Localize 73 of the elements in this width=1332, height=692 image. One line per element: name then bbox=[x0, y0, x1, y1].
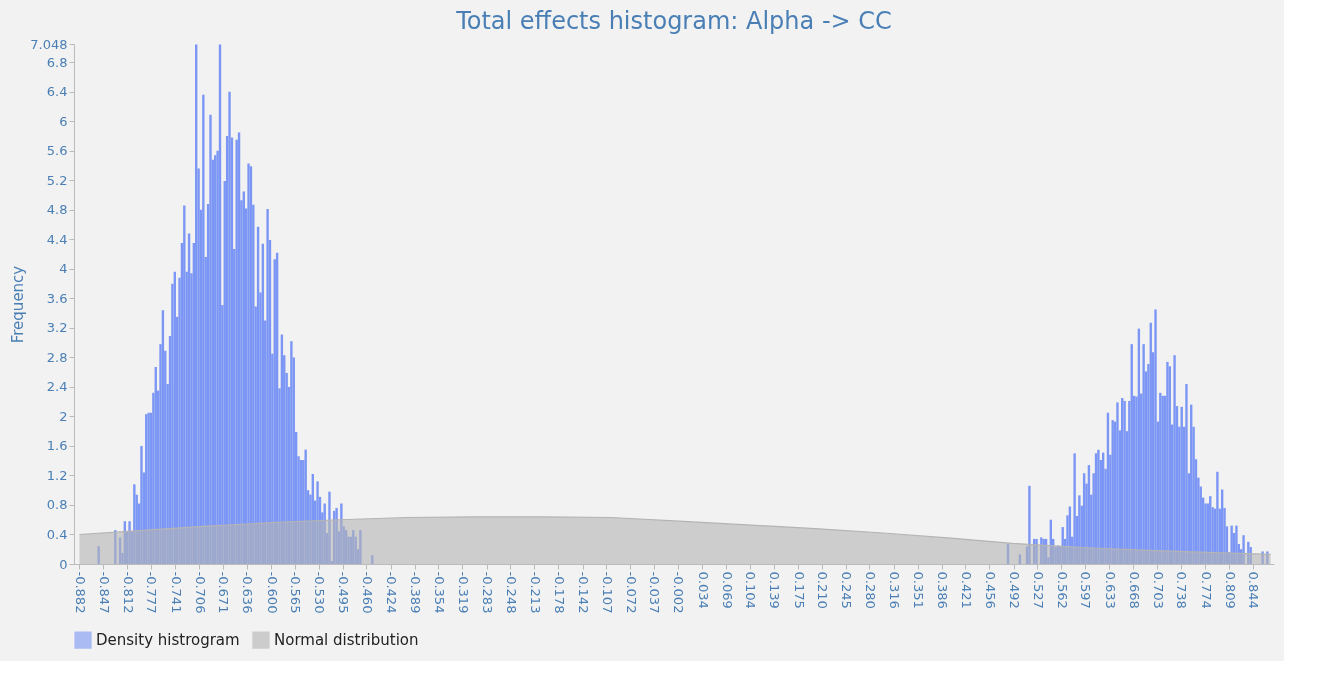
x-tick-label: 0.386 bbox=[935, 571, 951, 609]
y-tick-label: 3.2 bbox=[46, 320, 68, 336]
y-tick-label: 2.8 bbox=[46, 349, 68, 365]
x-tick-label: -0.037 bbox=[647, 571, 663, 614]
x-tick-label: -0.495 bbox=[336, 571, 352, 614]
y-tick-label: 5.6 bbox=[46, 143, 68, 159]
y-axis-title: Frequency bbox=[9, 265, 28, 344]
x-tick-label: -0.283 bbox=[480, 571, 496, 614]
y-tick-label: 0 bbox=[59, 556, 68, 572]
x-tick-label: 0.421 bbox=[958, 571, 974, 609]
x-tick-label: -0.636 bbox=[240, 571, 256, 614]
x-tick-label: -0.248 bbox=[503, 571, 519, 614]
y-tick-label: 2 bbox=[59, 408, 68, 424]
x-tick-label: -0.812 bbox=[120, 571, 136, 614]
x-tick-label: -0.460 bbox=[359, 571, 375, 614]
x-tick-label: -0.002 bbox=[671, 571, 687, 614]
y-tick-label: 3.6 bbox=[46, 290, 68, 306]
x-tick-label: 0.069 bbox=[719, 571, 735, 609]
x-tick-label: 0.809 bbox=[1222, 571, 1238, 609]
x-tick-label: -0.178 bbox=[551, 571, 567, 614]
x-tick-label: -0.424 bbox=[384, 571, 400, 614]
x-tick-label: -0.671 bbox=[216, 571, 232, 614]
x-tick-label: 0.175 bbox=[791, 571, 807, 609]
y-tick-label: 1.6 bbox=[46, 438, 68, 454]
y-tick-label: 4 bbox=[59, 261, 68, 277]
x-tick-label: -0.389 bbox=[408, 571, 424, 614]
chart-title: Total effects histogram: Alpha -> CC bbox=[455, 7, 892, 35]
x-tick-label: 0.492 bbox=[1007, 571, 1023, 609]
x-tick-label: -0.741 bbox=[168, 571, 184, 614]
x-tick-label: -0.565 bbox=[288, 571, 304, 614]
y-tick-label: 0.4 bbox=[46, 526, 68, 542]
x-tick-label: 0.104 bbox=[743, 571, 759, 609]
x-tick-label: -0.072 bbox=[623, 571, 639, 614]
y-tick-label: 6 bbox=[59, 113, 68, 129]
x-tick-label: 0.633 bbox=[1102, 571, 1118, 609]
x-tick-label: -0.706 bbox=[192, 571, 208, 614]
x-tick-label: 0.245 bbox=[839, 571, 855, 609]
x-tick-label: -0.600 bbox=[264, 571, 280, 614]
x-tick-label: 0.210 bbox=[815, 571, 831, 609]
x-tick-label: 0.139 bbox=[767, 571, 783, 609]
y-tick-label: 6.8 bbox=[46, 54, 68, 70]
x-tick-label: 0.597 bbox=[1078, 571, 1094, 609]
y-tick-label: 7.048 bbox=[30, 36, 68, 52]
y-tick-label: 6.4 bbox=[46, 84, 68, 100]
x-tick-label: -0.213 bbox=[527, 571, 543, 614]
x-tick-label: 0.351 bbox=[911, 571, 927, 609]
y-tick-label: 1.2 bbox=[46, 467, 68, 483]
x-tick-label: 0.844 bbox=[1246, 571, 1262, 609]
x-tick-label: -0.107 bbox=[599, 571, 615, 614]
y-tick-label: 4.8 bbox=[46, 202, 68, 218]
y-tick-label: 2.4 bbox=[46, 379, 68, 395]
x-tick-label: -0.319 bbox=[455, 571, 471, 614]
x-tick-label: 0.774 bbox=[1198, 571, 1214, 609]
x-tick-label: 0.562 bbox=[1054, 571, 1070, 609]
x-tick-label: -0.142 bbox=[576, 571, 592, 614]
y-tick-label: 4.4 bbox=[46, 231, 68, 247]
x-tick-label: 0.456 bbox=[982, 571, 998, 609]
x-tick-label: 0.703 bbox=[1150, 571, 1166, 609]
y-tick-label: 0.8 bbox=[46, 497, 68, 513]
x-tick-label: 0.527 bbox=[1030, 571, 1046, 609]
x-tick-label: 0.738 bbox=[1174, 571, 1190, 609]
x-tick-label: -0.847 bbox=[96, 571, 112, 614]
x-tick-label: -0.777 bbox=[144, 571, 160, 614]
x-tick-label: -0.530 bbox=[312, 571, 328, 614]
y-tick-label: 5.2 bbox=[46, 172, 68, 188]
x-tick-label: 0.668 bbox=[1126, 571, 1142, 609]
x-tick-label: -0.354 bbox=[431, 571, 447, 614]
x-tick-label: 0.034 bbox=[695, 571, 711, 609]
legend-label: Normal distribution bbox=[274, 631, 419, 650]
legend-label: Density histrogram bbox=[96, 631, 240, 650]
x-tick-label: -0.882 bbox=[72, 571, 88, 614]
x-tick-label: 0.280 bbox=[862, 571, 878, 609]
x-tick-label: 0.316 bbox=[887, 571, 903, 609]
